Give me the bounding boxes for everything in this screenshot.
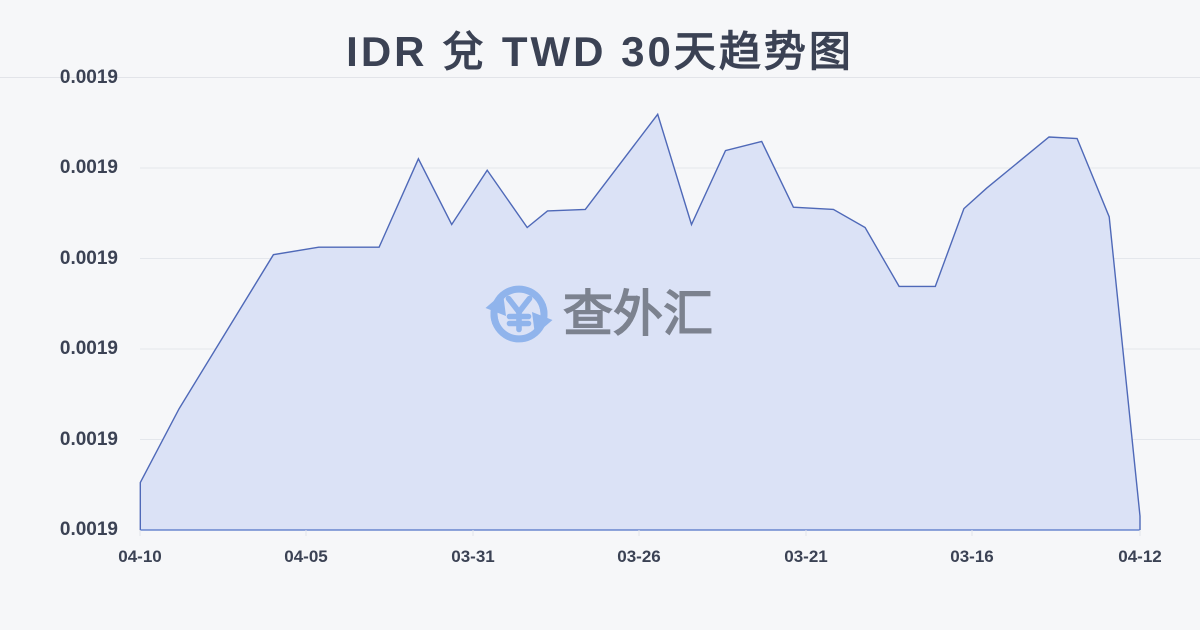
svg-text:查外汇: 查外汇 bbox=[563, 286, 713, 342]
